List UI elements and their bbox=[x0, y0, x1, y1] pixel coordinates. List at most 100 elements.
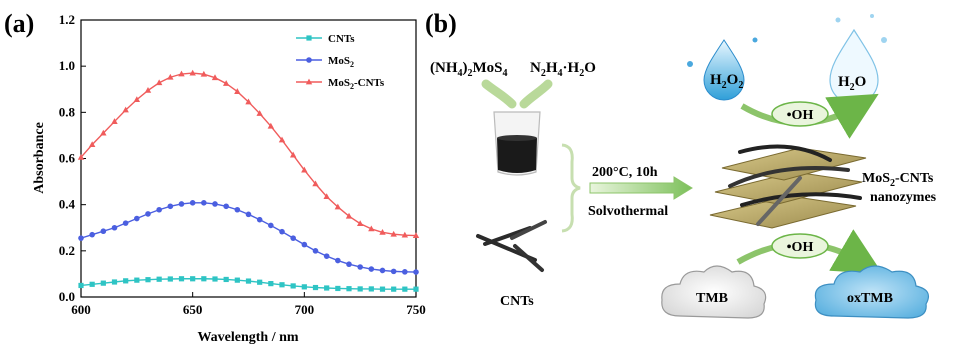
data-point-mos2 bbox=[212, 201, 218, 207]
x-axis-ticks: 600 650 700 750 bbox=[71, 292, 426, 317]
x-tick-label: 750 bbox=[406, 302, 426, 317]
cnts-label: CNTs bbox=[500, 294, 534, 309]
data-point-mos2-cnts bbox=[211, 74, 219, 81]
panel-b-label: (b) bbox=[425, 9, 457, 38]
y-tick-label: 1.2 bbox=[59, 12, 75, 27]
data-point-mos2-cnts bbox=[312, 180, 319, 187]
data-point-mos2 bbox=[368, 266, 375, 272]
y-tick-label: 0.2 bbox=[59, 243, 75, 258]
data-point-mos2 bbox=[301, 241, 308, 248]
tmb-label: TMB bbox=[696, 291, 728, 306]
data-point-mos2-cnts bbox=[167, 73, 174, 80]
data-point-cnts bbox=[145, 277, 151, 283]
data-point-cnts bbox=[335, 285, 341, 292]
data-point-cnts bbox=[234, 277, 240, 283]
data-point-mos2-cnts bbox=[245, 98, 252, 105]
data-point-mos2 bbox=[379, 267, 386, 274]
bottom-radical-bubble bbox=[771, 233, 829, 259]
oxtmb-cloud-icon bbox=[814, 265, 929, 319]
data-point-mos2 bbox=[402, 269, 408, 275]
y-axis-ticks: 0.0 0.2 0.4 0.6 0.8 1.0 1.2 bbox=[59, 12, 86, 304]
tmb-cloud-icon bbox=[661, 265, 767, 319]
data-point-cnts bbox=[257, 279, 263, 285]
data-point-cnts bbox=[268, 281, 274, 287]
y-tick-label: 1.0 bbox=[59, 58, 75, 73]
product-name: MoS2-CNTs bbox=[862, 171, 934, 189]
data-point-mos2 bbox=[268, 222, 274, 229]
legend-label-cnts: CNTs bbox=[328, 33, 355, 45]
series-mos2-cnts bbox=[77, 69, 420, 238]
data-point-cnts bbox=[156, 276, 162, 282]
oxtmb-label: oxTMB bbox=[847, 291, 893, 306]
data-point-cnts bbox=[223, 276, 229, 283]
data-point-cnts bbox=[78, 282, 84, 289]
data-point-mos2 bbox=[100, 228, 107, 235]
data-point-mos2 bbox=[279, 228, 285, 235]
data-point-mos2 bbox=[122, 220, 129, 226]
data-point-mos2 bbox=[89, 231, 95, 238]
combine-brace bbox=[561, 143, 581, 233]
data-point-cnts bbox=[245, 278, 252, 284]
data-point-cnts bbox=[134, 277, 140, 283]
series-cnts bbox=[78, 276, 419, 292]
data-point-mos2 bbox=[223, 203, 229, 210]
top-radical-label: •OH bbox=[787, 108, 814, 123]
data-point-mos2-cnts bbox=[289, 151, 297, 158]
x-tick-label: 600 bbox=[71, 302, 91, 317]
data-point-cnts bbox=[190, 276, 196, 282]
data-point-mos2-cnts bbox=[256, 110, 263, 116]
top-radical-bubble bbox=[771, 101, 829, 127]
x-tick-label: 650 bbox=[183, 302, 203, 317]
data-point-mos2 bbox=[167, 203, 174, 210]
y-axis-title: Absorbance bbox=[32, 122, 47, 194]
x-tick-label: 700 bbox=[295, 302, 315, 317]
data-point-mos2 bbox=[145, 211, 151, 217]
data-point-mos2 bbox=[134, 215, 140, 222]
data-point-mos2 bbox=[234, 206, 241, 213]
data-point-cnts bbox=[178, 276, 185, 282]
data-point-mos2-cnts bbox=[100, 129, 107, 136]
data-point-cnts bbox=[312, 284, 319, 291]
data-point-mos2-cnts bbox=[267, 122, 275, 129]
x-axis-title: Wavelength / nm bbox=[197, 330, 298, 345]
data-point-mos2-cnts bbox=[334, 203, 342, 210]
data-point-cnts bbox=[402, 286, 408, 292]
data-point-mos2-cnts bbox=[356, 220, 364, 226]
data-point-mos2-cnts bbox=[155, 79, 163, 86]
data-point-mos2 bbox=[245, 211, 252, 218]
data-point-mos2-cnts bbox=[222, 80, 230, 86]
cnts-icon bbox=[476, 220, 547, 272]
y-tick-label: 0.4 bbox=[59, 197, 76, 212]
beaker-icon bbox=[493, 111, 541, 176]
data-point-mos2-cnts bbox=[178, 70, 185, 77]
data-point-mos2-cnts bbox=[301, 166, 308, 173]
data-point-mos2 bbox=[323, 253, 330, 259]
series-line-mos2-cnts bbox=[80, 72, 417, 237]
mos2-cnts-sheets-icon bbox=[709, 144, 867, 229]
data-point-cnts bbox=[357, 286, 363, 292]
bottom-radical-label: •OH bbox=[787, 240, 814, 255]
data-point-mos2-cnts bbox=[412, 232, 420, 238]
y-tick-label: 0.0 bbox=[59, 289, 75, 304]
legend-label-mos2: MoS2 bbox=[328, 55, 354, 69]
data-point-mos2-cnts bbox=[189, 69, 196, 76]
data-point-mos2 bbox=[256, 216, 263, 223]
data-point-cnts bbox=[346, 286, 352, 292]
y-tick-label: 0.6 bbox=[59, 151, 76, 166]
product-type: nanozymes bbox=[870, 190, 937, 205]
data-point-cnts bbox=[111, 279, 118, 285]
data-point-mos2 bbox=[189, 200, 196, 206]
data-point-mos2-cnts bbox=[278, 136, 286, 143]
data-point-mos2 bbox=[111, 224, 118, 231]
series-layer bbox=[77, 69, 420, 292]
y-tick-label: 0.8 bbox=[59, 104, 76, 119]
data-point-cnts bbox=[379, 286, 386, 292]
data-point-mos2 bbox=[156, 206, 162, 213]
h2o-label: H2O bbox=[838, 74, 866, 93]
data-point-cnts bbox=[391, 286, 397, 292]
data-point-cnts bbox=[167, 276, 173, 282]
absorbance-chart: 0.0 0.2 0.4 0.6 0.8 1.0 1.2 600 650 700 750 Wavel… bbox=[32, 12, 426, 345]
precursor-ammonium-thiomolybdate: (NH4)2MoS4 bbox=[430, 60, 508, 79]
data-point-cnts bbox=[324, 285, 330, 291]
